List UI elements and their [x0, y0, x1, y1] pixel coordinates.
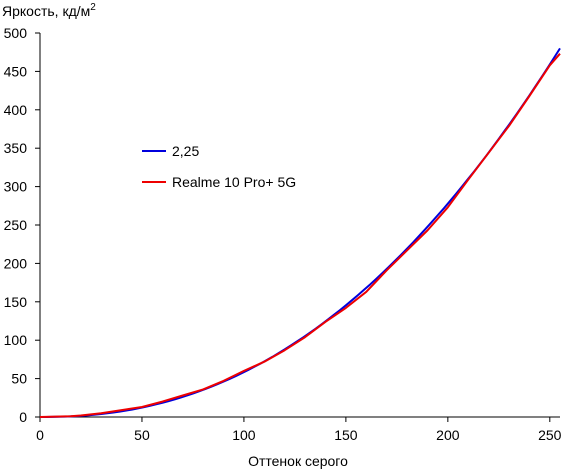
- y-tick-label: 50: [11, 371, 27, 387]
- y-tick-label: 200: [4, 255, 28, 271]
- x-tick-label: 150: [334, 427, 358, 443]
- legend-label-realme: Realme 10 Pro+ 5G: [172, 174, 296, 190]
- y-tick-label: 150: [4, 294, 28, 310]
- x-tick-label: 50: [134, 427, 150, 443]
- legend-label-2-25: 2,25: [172, 143, 199, 159]
- y-tick-label: 250: [4, 217, 28, 233]
- series-line-realme: [39, 53, 561, 418]
- y-tick-label: 0: [19, 409, 27, 425]
- y-tick-label: 350: [4, 140, 28, 156]
- y-axis-title: Яркость, кд/м2: [2, 2, 96, 19]
- chart-axes: [39, 33, 560, 418]
- y-tick-label: 500: [4, 25, 28, 41]
- x-axis-title: Оттенок серого: [248, 453, 348, 469]
- chart-series: [39, 47, 561, 418]
- x-tick-label: 0: [36, 427, 44, 443]
- y-tick-label: 450: [4, 63, 28, 79]
- x-tick-label: 100: [232, 427, 256, 443]
- y-tick-label: 100: [4, 332, 28, 348]
- chart-legend: 2,25 Realme 10 Pro+ 5G: [142, 143, 296, 190]
- series-line-2-25: [40, 47, 561, 418]
- x-axis-ticks: 0 50 100 150 200 250: [36, 417, 562, 443]
- x-tick-label: 200: [436, 427, 460, 443]
- y-tick-label: 400: [4, 102, 28, 118]
- y-tick-label: 300: [4, 179, 28, 195]
- x-tick-label: 250: [538, 427, 562, 443]
- y-axis-ticks: 0 50 100 150 200 250 300 350 400 450 500: [4, 25, 40, 425]
